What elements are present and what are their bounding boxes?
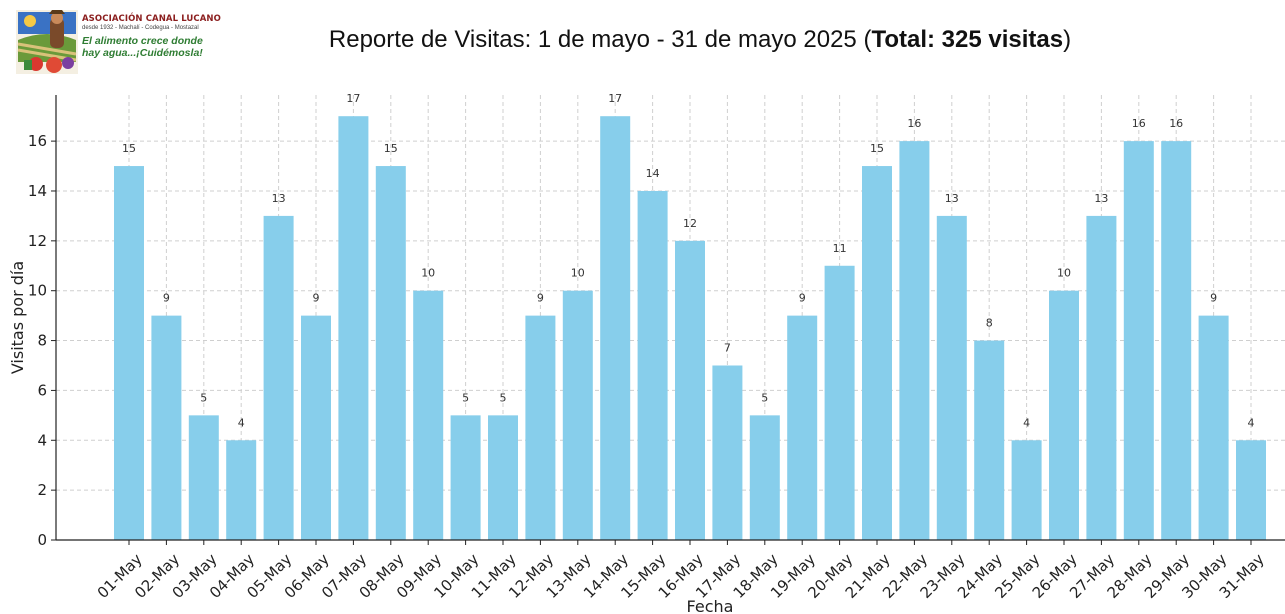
organization-logo: ASOCIACIÓN CANAL LUCANO desde 1932 - Mac… <box>16 10 221 78</box>
bar-value-label: 12 <box>683 217 697 230</box>
bar-19-May <box>787 315 818 540</box>
y-tick-label: 0 <box>37 531 47 549</box>
y-tick-label: 12 <box>28 232 47 250</box>
bar-01-May <box>114 166 144 540</box>
bar-25-May <box>1011 440 1042 540</box>
y-tick-label: 6 <box>37 381 47 399</box>
bar-04-May <box>226 440 257 540</box>
bar-05-May <box>263 215 294 540</box>
bar-09-May <box>413 290 444 540</box>
bar-11-May <box>488 415 518 540</box>
bar-03-May <box>188 415 219 540</box>
bar-value-label: 5 <box>500 391 507 404</box>
x-axis-title: Fecha <box>687 597 734 614</box>
farm-logo-icon <box>16 10 78 74</box>
bar-value-label: 9 <box>313 292 320 305</box>
organization-name: ASOCIACIÓN CANAL LUCANO <box>82 14 221 24</box>
slogan-line-2: hay agua...¡Cuidémosla! <box>82 47 203 59</box>
bar-value-label: 9 <box>799 292 806 305</box>
y-tick-label: 14 <box>28 182 47 200</box>
bar-value-label: 10 <box>1057 267 1071 280</box>
bar-10-May <box>450 415 481 540</box>
slogan-line-1: El alimento crece donde <box>82 35 203 47</box>
bar-value-label: 4 <box>238 416 245 429</box>
y-tick-label: 2 <box>37 481 47 499</box>
bar-29-May <box>1161 141 1192 540</box>
bar-value-label: 5 <box>761 391 768 404</box>
title-prefix: Reporte de Visitas: 1 de mayo - 31 de ma… <box>328 26 872 53</box>
bar-value-label: 15 <box>870 142 884 155</box>
bar-value-label: 17 <box>608 92 622 105</box>
y-tick-label: 4 <box>37 431 47 449</box>
bar-02-May <box>151 315 182 540</box>
organization-slogan: El alimento crece donde hay agua...¡Cuid… <box>82 35 222 59</box>
bar-13-May <box>562 290 593 540</box>
bar-value-label: 13 <box>272 192 286 205</box>
y-ticks: 0 2 4 6 8 10 12 14 16 <box>28 132 56 549</box>
axes <box>55 95 1285 541</box>
bar-value-label: 17 <box>346 92 360 105</box>
bar-24-May <box>974 340 1005 540</box>
bar-21-May <box>862 166 892 540</box>
y-axis-title: Visitas por día <box>8 261 27 374</box>
bar-value-label: 9 <box>163 292 170 305</box>
bar-31-May <box>1236 440 1266 540</box>
bar-value-label: 16 <box>907 117 921 130</box>
bar-value-label: 11 <box>833 242 847 255</box>
bar-labels: 15 9 5 4 13 9 17 15 10 5 5 9 10 17 14 12 7 5 9 11 15 16 13 8 4 10… <box>122 92 1255 429</box>
bar-15-May <box>637 190 668 540</box>
bar-value-label: 14 <box>646 167 660 180</box>
bar-27-May <box>1086 215 1117 540</box>
bar-26-May <box>1049 290 1079 540</box>
bar-value-label: 4 <box>1248 416 1255 429</box>
bar-value-label: 16 <box>1132 117 1146 130</box>
bar-value-label: 8 <box>986 317 993 330</box>
bar-22-May <box>899 141 930 540</box>
chart-title: Reporte de Visitas: 1 de mayo - 31 de ma… <box>200 26 1200 54</box>
bar-value-label: 13 <box>1094 192 1108 205</box>
bar-value-label: 15 <box>384 142 398 155</box>
bar-value-label: 10 <box>421 267 435 280</box>
organization-tagline: desde 1932 - Machalí - Codegua - Mostaza… <box>82 25 199 31</box>
bar-17-May <box>712 365 743 540</box>
bar-value-label: 16 <box>1169 117 1183 130</box>
y-tick-label: 16 <box>28 132 47 150</box>
bar-20-May <box>824 265 855 540</box>
bar-18-May <box>749 415 780 540</box>
bar-value-label: 13 <box>945 192 959 205</box>
bar-value-label: 9 <box>537 292 544 305</box>
bar-value-label: 5 <box>200 391 207 404</box>
bar-value-label: 4 <box>1023 416 1030 429</box>
grid-lines <box>56 95 1285 541</box>
bar-value-label: 5 <box>462 391 469 404</box>
y-tick-label: 10 <box>28 282 47 300</box>
title-total: Total: 325 visitas <box>871 26 1064 53</box>
bar-14-May <box>600 116 631 540</box>
bar-06-May <box>301 315 331 540</box>
bar-value-label: 7 <box>724 341 731 354</box>
title-suffix: ) <box>1063 26 1072 53</box>
bar-value-label: 15 <box>122 142 136 155</box>
bar-07-May <box>338 116 369 540</box>
bar-value-label: 10 <box>571 267 585 280</box>
y-tick-label: 8 <box>37 332 47 350</box>
bar-12-May <box>525 315 556 540</box>
bar-16-May <box>675 240 705 540</box>
x-ticks: 01-May02-May03-May04-May05-May06-May07-M… <box>94 540 1268 602</box>
bars <box>114 116 1266 540</box>
bar-28-May <box>1123 141 1154 540</box>
bar-value-label: 9 <box>1210 292 1217 305</box>
bar-30-May <box>1198 315 1229 540</box>
bar-08-May <box>375 166 406 540</box>
bar-23-May <box>936 215 967 540</box>
